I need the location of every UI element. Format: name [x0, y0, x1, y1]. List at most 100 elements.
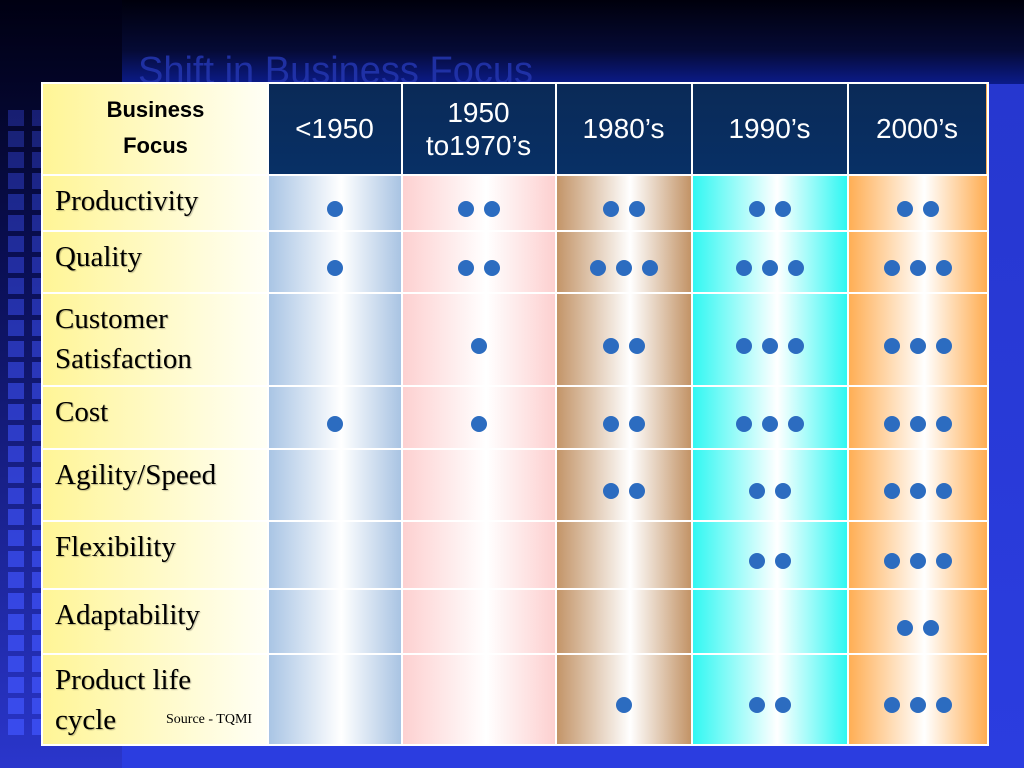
- row-label: Adaptability: [55, 595, 260, 635]
- row-label: Productivity: [55, 181, 260, 221]
- emphasis-dot: [749, 201, 765, 217]
- period-column-2-bg: [402, 84, 555, 744]
- row-divider: [43, 174, 987, 176]
- decorative-square: [8, 677, 24, 693]
- emphasis-dot: [458, 201, 474, 217]
- emphasis-dot: [935, 415, 952, 432]
- row-label: Product life cycle: [55, 660, 260, 740]
- emphasis-dot: [736, 260, 752, 276]
- column-divider: [691, 84, 693, 744]
- emphasis-dot: [629, 483, 645, 499]
- column-divider: [555, 84, 557, 744]
- decorative-square: [8, 530, 24, 546]
- row-label-line: cycle: [55, 704, 117, 736]
- decorative-square: [8, 320, 24, 336]
- period-header-line: 1980’s: [582, 113, 665, 145]
- emphasis-dot: [883, 260, 900, 276]
- emphasis-dot: [458, 260, 474, 276]
- row-label-line: Productivity: [55, 185, 199, 217]
- period-column-1-bg: [268, 84, 401, 744]
- emphasis-dot: [484, 201, 500, 217]
- emphasis-dot: [736, 415, 752, 432]
- row-label-line: Satisfaction: [55, 343, 192, 375]
- emphasis-dot: [909, 415, 926, 432]
- emphasis-dot: [603, 201, 619, 217]
- emphasis-dot: [909, 483, 926, 499]
- decorative-square: [8, 509, 24, 525]
- period-header-line: <1950: [295, 113, 374, 145]
- emphasis-dot: [484, 260, 500, 276]
- business-focus-header-line-2: Focus: [123, 133, 188, 158]
- emphasis-dot: [471, 337, 487, 354]
- emphasis-dot: [883, 415, 900, 432]
- focus-column-bg: [43, 84, 268, 744]
- decorative-square: [8, 236, 24, 252]
- period-header-text: 1990’s: [728, 113, 810, 145]
- decorative-square: [8, 110, 24, 126]
- period-column-3-bg: [556, 84, 691, 744]
- period-header-2: 1950 to1970’s: [402, 84, 555, 175]
- row-label-line: Adaptability: [55, 599, 200, 631]
- slide-top-band: [122, 0, 1024, 84]
- emphasis-dot: [909, 553, 926, 569]
- decorative-square: [8, 131, 24, 147]
- row-label: Customer Satisfaction: [55, 299, 260, 379]
- decorative-square: [8, 698, 24, 714]
- emphasis-dot: [327, 415, 343, 432]
- decorative-square: [8, 257, 24, 273]
- period-header-line: 1950: [447, 97, 510, 129]
- period-header-5: 2000’s: [848, 84, 986, 175]
- row-divider: [43, 588, 987, 590]
- emphasis-dot: [883, 337, 900, 354]
- decorative-square: [8, 278, 24, 294]
- period-header-3: 1980’s: [556, 84, 691, 175]
- emphasis-dot: [629, 201, 645, 217]
- decorative-square: [8, 467, 24, 483]
- emphasis-dot: [935, 260, 952, 276]
- emphasis-dot: [603, 483, 619, 499]
- row-label: Flexibility: [55, 527, 260, 567]
- row-label-line: Flexibility: [55, 531, 176, 563]
- emphasis-dot: [883, 697, 900, 713]
- emphasis-dot: [883, 483, 900, 499]
- business-focus-table: Business Focus <1950 1950 to1970’s 1980’s 19…: [41, 82, 989, 746]
- emphasis-dot: [935, 337, 952, 354]
- period-header-line: 1990’s: [728, 113, 811, 145]
- emphasis-dot: [603, 337, 619, 354]
- emphasis-dot: [922, 619, 939, 636]
- decorative-square: [8, 425, 24, 441]
- decorative-square: [8, 404, 24, 420]
- row-divider: [43, 448, 987, 450]
- source-note: Source - TQMI: [166, 712, 253, 727]
- decorative-square: [8, 719, 24, 735]
- emphasis-dot: [788, 337, 804, 354]
- period-header-text: 2000’s: [876, 113, 958, 145]
- row-divider: [43, 292, 987, 294]
- row-label: Cost: [55, 392, 260, 432]
- row-label: Quality: [55, 237, 260, 277]
- period-header-4: 1990’s: [692, 84, 847, 175]
- decorative-square: [8, 488, 24, 504]
- emphasis-dot: [749, 483, 765, 499]
- decorative-square: [8, 551, 24, 567]
- business-focus-header: Business Focus: [43, 84, 268, 175]
- decorative-square: [8, 572, 24, 588]
- row-label-line: Quality: [55, 241, 142, 273]
- emphasis-dot: [749, 697, 765, 713]
- row-label-line: Customer: [55, 303, 168, 335]
- emphasis-dot: [642, 260, 658, 276]
- emphasis-dot: [629, 337, 645, 354]
- decorative-square: [8, 656, 24, 672]
- emphasis-dot: [775, 553, 791, 569]
- period-header-text: <1950: [295, 113, 374, 145]
- period-header-line: 2000’s: [875, 113, 958, 145]
- emphasis-dot: [909, 337, 926, 354]
- emphasis-dot: [896, 619, 913, 636]
- row-label: Agility/Speed: [55, 455, 260, 495]
- emphasis-dot: [775, 697, 791, 713]
- decorative-square: [8, 383, 24, 399]
- emphasis-dot: [935, 483, 952, 499]
- emphasis-dot: [603, 415, 619, 432]
- emphasis-dot: [896, 201, 913, 217]
- decorative-square: [8, 446, 24, 462]
